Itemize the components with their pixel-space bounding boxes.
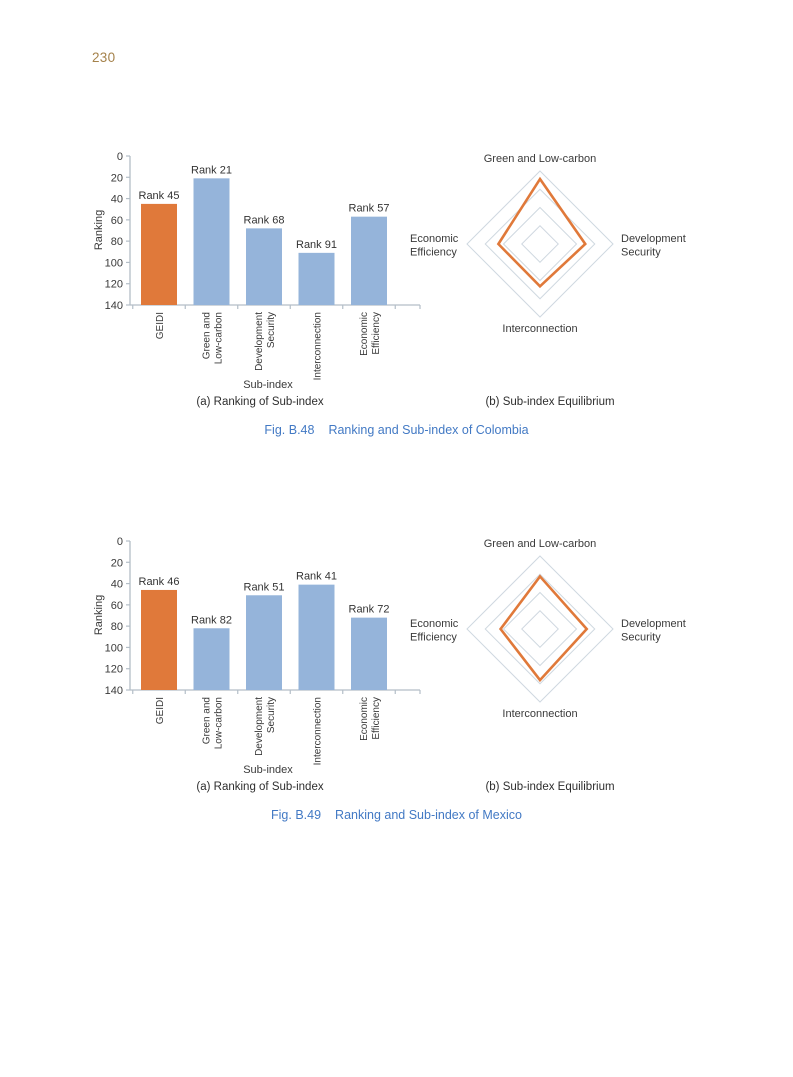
x-category-label: Development [254,697,265,756]
x-category-label: Economic [359,312,370,356]
bar [351,617,387,690]
bar [246,595,282,690]
radar-axis-label-right: Development [621,618,686,630]
radar-grid-ring [466,170,614,318]
radar-axis-label-top: Green and Low-carbon [484,538,597,550]
page-number: 230 [92,50,116,65]
bar-value-label: Rank 46 [139,576,180,588]
radar-axis-label-left: Economic [410,233,459,245]
figure-caption-text: Ranking and Sub-index of Colombia [328,423,529,437]
x-category-label: Security [266,312,277,348]
y-tick-label: 120 [105,664,123,676]
subcaption-b: (b) Sub-index Equilibrium [485,396,615,408]
bar [298,584,335,690]
y-tick-label: 100 [105,642,123,654]
y-tick-label: 20 [111,172,123,184]
y-tick-label: 60 [111,600,123,612]
bar-value-label: Rank 91 [296,239,337,251]
bar-value-label: Rank 68 [244,214,285,226]
bar [141,589,177,690]
x-category-label: Green and [202,312,213,359]
x-category-label: GEIDI [155,697,166,724]
radar-axis-label-right: Security [621,247,661,259]
radar-axis-label-right: Development [621,233,686,245]
bar-value-label: Rank 72 [349,604,390,616]
figure-caption: Fig. B.48 Ranking and Sub-index of Colomb… [0,423,793,437]
radar-axis-label-left: Economic [410,618,459,630]
y-tick-label: 60 [111,215,123,227]
bar-value-label: Rank 21 [191,164,232,176]
radar-data-polygon [498,574,589,683]
subcaption-a: (a) Ranking of Sub-index [196,781,324,793]
radar-grid-ring [502,591,578,667]
figure-colombia: 0 20 40 60 80 100 120 140 Rank 45 Rank 21 Rank 68 R… [0,140,793,440]
radar-axis-label-left: Efficiency [410,632,457,644]
x-category-label: Interconnection [313,697,324,765]
y-tick-label: 80 [111,236,123,248]
figure-caption-label: Fig. B.48 [264,423,315,437]
radar-grid-ring [521,610,559,648]
y-tick-label: 0 [117,536,123,548]
y-tick-label: 0 [117,151,123,163]
y-axis-title: Ranking [93,210,105,250]
bar-value-label: Rank 57 [349,203,390,215]
x-category-label: GEIDI [155,312,166,339]
y-tick-label: 80 [111,621,123,633]
x-category-label: Security [266,697,277,733]
colombia-bar-chart: 0 20 40 60 80 100 120 140 Rank 45 Rank 21 Rank 68 R… [93,151,421,391]
mexico-bar-chart: 0 20 40 60 80 100 120 140 Rank 46 Rank 82 Rank 51 R… [93,536,421,776]
radar-grid-ring [502,206,578,282]
y-axis-title: Ranking [93,595,105,635]
figure-mexico: 0 20 40 60 80 100 120 140 Rank 46 Rank 82 Rank 51 R… [0,525,793,825]
y-tick-label: 120 [105,279,123,291]
bar [351,216,387,305]
radar-axis-label-top: Green and Low-carbon [484,153,597,165]
figure-caption: Fig. B.49 Ranking and Sub-index of Mexico [0,808,793,822]
bar-value-label: Rank 82 [191,614,232,626]
x-category-label: Low-carbon [214,697,225,749]
bar [193,178,230,305]
radar-axis-label-bottom: Interconnection [502,708,577,720]
bar [246,228,282,305]
x-category-label: Interconnection [313,312,324,380]
x-axis-title: Sub-index [243,764,293,776]
bar-value-label: Rank 51 [244,581,285,593]
y-tick-label: 140 [105,685,123,697]
y-tick-label: 40 [111,579,123,591]
colombia-radar-chart: Green and Low-carbon Development Security I… [410,153,686,335]
y-tick-label: 140 [105,300,123,312]
radar-grid-ring [466,555,614,703]
radar-axis-label-bottom: Interconnection [502,323,577,335]
radar-grid-ring [521,225,559,263]
bar-value-label: Rank 41 [296,571,337,583]
y-tick-label: 20 [111,557,123,569]
radar-data-polygon [496,176,587,289]
subcaption-a: (a) Ranking of Sub-index [196,396,324,408]
x-category-label: Green and [202,697,213,744]
radar-grid-ring [484,188,596,300]
x-category-label: Efficiency [371,697,382,740]
mexico-radar-chart: Green and Low-carbon Development Security I… [410,538,686,720]
y-tick-label: 100 [105,257,123,269]
subcaption-b: (b) Sub-index Equilibrium [485,781,615,793]
x-category-label: Economic [359,697,370,741]
radar-axis-label-right: Security [621,632,661,644]
y-tick-label: 40 [111,194,123,206]
x-category-label: Low-carbon [214,312,225,364]
bar [193,628,230,690]
bar [298,252,335,305]
radar-axis-label-left: Efficiency [410,247,457,259]
figure-caption-label: Fig. B.49 [271,808,322,822]
radar-grid-ring [484,573,596,685]
figure-caption-text: Ranking and Sub-index of Mexico [335,808,522,822]
x-category-label: Development [254,312,265,371]
x-axis-title: Sub-index [243,379,293,391]
x-category-label: Efficiency [371,312,382,355]
bar-value-label: Rank 45 [139,190,180,202]
bar [141,203,177,305]
